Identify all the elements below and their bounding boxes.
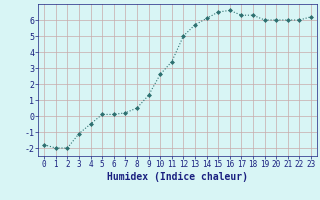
X-axis label: Humidex (Indice chaleur): Humidex (Indice chaleur) (107, 172, 248, 182)
